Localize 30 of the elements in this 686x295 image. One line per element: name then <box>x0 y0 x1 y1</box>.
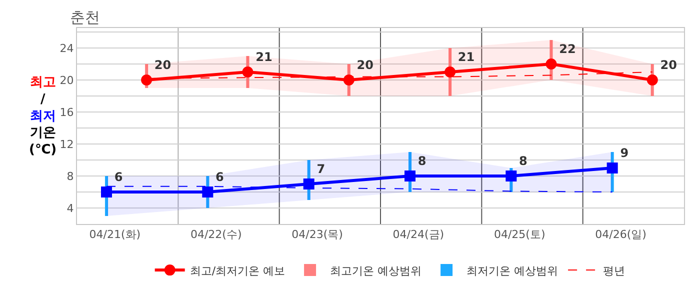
data-label: 9 <box>620 146 629 160</box>
x-tick-label: 04/24(금) <box>392 228 444 242</box>
legend-label: 최고/최저기온 예보 <box>190 264 286 278</box>
data-label: 21 <box>256 50 272 64</box>
chart-title: 춘천 <box>70 8 100 26</box>
data-label: 20 <box>660 58 677 72</box>
x-tick-label: 04/23(목) <box>292 228 343 242</box>
data-label: 20 <box>356 58 374 72</box>
x-tick-label: 04/22(수) <box>190 228 242 242</box>
data-label: 8 <box>519 154 528 168</box>
x-tick-label: 04/26(일) <box>595 228 646 242</box>
x-tick-label: 04/25(토) <box>494 228 546 242</box>
legend-label: 최고기온 예상범위 <box>330 264 422 278</box>
y-tick-label: 4 <box>66 202 74 215</box>
y-axis-title: 최고 / 최저 기온 (℃) <box>29 75 57 158</box>
y-tick-label: 8 <box>66 170 74 183</box>
data-label: 6 <box>216 170 224 184</box>
legend-label: 평년 <box>603 264 626 278</box>
data-label: 22 <box>559 42 576 56</box>
y-tick-label: 16 <box>60 106 74 119</box>
data-label: 8 <box>418 154 426 168</box>
x-tick-label: 04/21(화) <box>89 228 141 242</box>
data-label: 21 <box>458 50 475 64</box>
data-label: 6 <box>114 170 123 184</box>
y-tick-label: 20 <box>60 74 74 87</box>
y-tick-label: 24 <box>60 42 74 55</box>
data-label: 7 <box>316 162 326 176</box>
data-label: 20 <box>154 58 172 72</box>
y-tick-label: 12 <box>60 138 74 151</box>
legend-label: 최저기온 예상범위 <box>466 264 558 278</box>
